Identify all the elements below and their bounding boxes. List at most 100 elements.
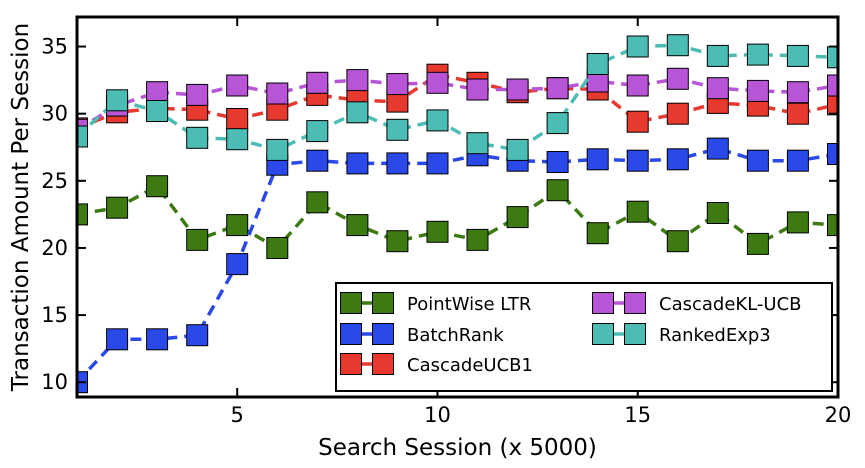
data-point-cascadekl-ucb xyxy=(387,74,408,95)
data-point-batchrank xyxy=(627,150,648,171)
legend-marker xyxy=(341,293,362,314)
data-point-rankedexp3 xyxy=(507,139,528,160)
data-point-rankedexp3 xyxy=(307,121,328,142)
data-point-pointwise-ltr xyxy=(147,176,168,197)
data-point-cascadekl-ucb xyxy=(627,75,648,96)
data-point-rankedexp3 xyxy=(267,139,288,160)
data-point-rankedexp3 xyxy=(467,133,488,154)
y-tick-label: 10 xyxy=(41,370,68,394)
data-point-pointwise-ltr xyxy=(787,212,808,233)
data-point-cascadekl-ucb xyxy=(427,72,448,93)
data-point-cascadekl-ucb xyxy=(307,72,328,93)
data-point-rankedexp3 xyxy=(667,35,688,56)
data-point-batchrank xyxy=(667,149,688,170)
data-point-rankedexp3 xyxy=(587,54,608,75)
legend-marker xyxy=(373,324,394,345)
legend-marker xyxy=(625,293,646,314)
data-point-pointwise-ltr xyxy=(267,238,288,259)
legend-label: CascadeUCB1 xyxy=(407,355,533,376)
data-point-batchrank xyxy=(347,153,368,174)
data-point-cascadekl-ucb xyxy=(347,70,368,91)
data-point-rankedexp3 xyxy=(107,90,128,111)
data-point-pointwise-ltr xyxy=(307,192,328,213)
data-point-cascadekl-ucb xyxy=(267,83,288,104)
legend-label: PointWise LTR xyxy=(407,294,531,315)
data-point-pointwise-ltr xyxy=(587,223,608,244)
legend-marker xyxy=(593,293,614,314)
y-tick-label: 30 xyxy=(41,102,68,126)
series-rankedexp3 xyxy=(67,35,849,161)
data-point-cascadekl-ucb xyxy=(467,79,488,100)
legend-label: BatchRank xyxy=(407,325,504,346)
x-tick-label: 20 xyxy=(825,403,852,427)
data-point-cascadeucb1 xyxy=(667,103,688,124)
data-point-rankedexp3 xyxy=(147,101,168,122)
legend-marker xyxy=(341,324,362,345)
data-point-rankedexp3 xyxy=(227,129,248,150)
data-point-pointwise-ltr xyxy=(667,231,688,252)
data-point-batchrank xyxy=(187,325,208,346)
data-point-cascadekl-ucb xyxy=(707,78,728,99)
data-point-batchrank xyxy=(387,153,408,174)
data-point-batchrank xyxy=(307,150,328,171)
data-point-pointwise-ltr xyxy=(467,229,488,250)
x-tick-label: 5 xyxy=(231,403,244,427)
legend-marker xyxy=(373,354,394,375)
data-point-rankedexp3 xyxy=(547,113,568,134)
data-point-batchrank xyxy=(747,150,768,171)
data-point-batchrank xyxy=(707,138,728,159)
data-point-cascadeucb1 xyxy=(227,109,248,130)
data-point-cascadekl-ucb xyxy=(547,78,568,99)
data-point-pointwise-ltr xyxy=(507,207,528,228)
legend: PointWise LTR BatchRank CascadeUCB1 Cascade… xyxy=(336,283,832,391)
data-point-cascadekl-ucb xyxy=(787,82,808,103)
y-tick-label: 35 xyxy=(41,35,68,59)
data-point-rankedexp3 xyxy=(187,127,208,148)
data-point-cascadeucb1 xyxy=(787,103,808,124)
data-point-rankedexp3 xyxy=(347,102,368,123)
data-point-cascadekl-ucb xyxy=(667,68,688,89)
data-point-cascadekl-ucb xyxy=(747,80,768,101)
series-pointwise-ltr xyxy=(67,176,849,259)
data-point-batchrank xyxy=(547,152,568,173)
data-point-pointwise-ltr xyxy=(707,203,728,224)
data-point-cascadekl-ucb xyxy=(187,84,208,105)
data-point-cascadekl-ucb xyxy=(147,82,168,103)
legend-label: CascadeKL-UCB xyxy=(659,294,802,315)
data-point-pointwise-ltr xyxy=(227,215,248,236)
data-point-batchrank xyxy=(227,254,248,275)
data-point-pointwise-ltr xyxy=(347,215,368,236)
data-point-batchrank xyxy=(147,329,168,350)
data-point-rankedexp3 xyxy=(627,36,648,57)
data-point-batchrank xyxy=(427,153,448,174)
data-point-batchrank xyxy=(587,149,608,170)
data-point-pointwise-ltr xyxy=(427,221,448,242)
data-point-pointwise-ltr xyxy=(627,201,648,222)
y-tick-label: 25 xyxy=(41,169,68,193)
legend-marker xyxy=(341,354,362,375)
x-axis-label: Search Session (x 5000) xyxy=(318,435,597,461)
data-point-rankedexp3 xyxy=(787,45,808,66)
data-point-cascadekl-ucb xyxy=(227,75,248,96)
x-tick-label: 10 xyxy=(424,403,451,427)
data-point-pointwise-ltr xyxy=(387,231,408,252)
legend-marker xyxy=(625,324,646,345)
data-point-rankedexp3 xyxy=(747,44,768,65)
data-point-rankedexp3 xyxy=(427,110,448,131)
y-axis-label: Transaction Amount Per Session xyxy=(8,23,34,392)
y-tick-label: 20 xyxy=(41,236,68,260)
data-point-pointwise-ltr xyxy=(547,180,568,201)
y-tick-label: 15 xyxy=(41,303,68,327)
legend-label: RankedExp3 xyxy=(659,325,771,346)
data-point-rankedexp3 xyxy=(707,45,728,66)
x-tick-label: 15 xyxy=(624,403,651,427)
data-point-cascadeucb1 xyxy=(627,111,648,132)
data-point-cascadekl-ucb xyxy=(507,79,528,100)
data-point-batchrank xyxy=(107,329,128,350)
data-point-pointwise-ltr xyxy=(747,233,768,254)
legend-marker xyxy=(373,293,394,314)
data-point-rankedexp3 xyxy=(387,119,408,140)
data-point-batchrank xyxy=(787,150,808,171)
